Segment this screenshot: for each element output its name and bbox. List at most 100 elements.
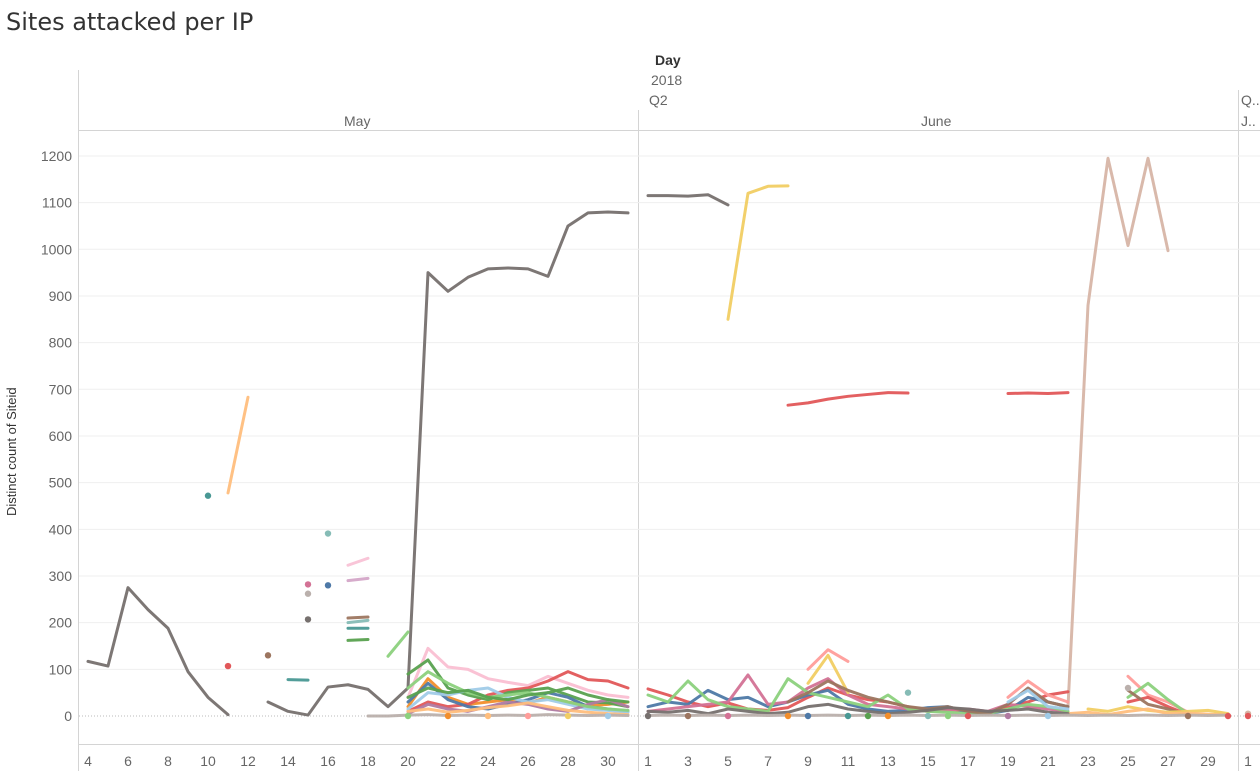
series-line bbox=[226, 395, 250, 495]
series-line bbox=[1006, 391, 1070, 396]
data-point bbox=[1004, 712, 1012, 720]
x-tick-label: 1 bbox=[1244, 753, 1252, 769]
x-tick-label: 30 bbox=[600, 753, 616, 769]
header-q3-label: Q.. bbox=[1241, 92, 1260, 108]
series-line bbox=[346, 556, 370, 567]
x-tick-label: 7 bbox=[764, 753, 772, 769]
series-line bbox=[786, 391, 910, 407]
data-point bbox=[564, 712, 572, 720]
series-line bbox=[346, 576, 370, 583]
x-tick-label: 14 bbox=[280, 753, 296, 769]
series-line bbox=[406, 670, 630, 712]
data-point bbox=[684, 712, 692, 720]
series-line bbox=[366, 713, 630, 718]
data-point bbox=[924, 712, 932, 720]
y-tick-label: 1200 bbox=[41, 148, 72, 164]
x-tick-label: 16 bbox=[320, 753, 336, 769]
series-line bbox=[406, 686, 630, 704]
series-line bbox=[406, 646, 630, 699]
header-dimension-label: Day bbox=[655, 52, 681, 68]
data-point bbox=[804, 712, 812, 720]
series-line bbox=[1126, 681, 1190, 716]
series-line bbox=[726, 184, 790, 321]
data-point bbox=[304, 581, 312, 588]
x-tick-label: 9 bbox=[804, 753, 812, 769]
data-point bbox=[304, 616, 312, 623]
x-tick-labels: 4 6 8 10 12 14 16 18 20 22 24 26 28 30 1 3 5 7 9 11 13 15 17 19… bbox=[84, 753, 1252, 769]
x-tick-label: 27 bbox=[1160, 753, 1176, 769]
data-point bbox=[404, 712, 412, 720]
y-tick-label: 200 bbox=[49, 615, 73, 631]
data-point bbox=[1224, 712, 1232, 720]
data-point bbox=[264, 652, 272, 659]
x-tick-label: 13 bbox=[880, 753, 896, 769]
y-tick-label: 100 bbox=[49, 661, 73, 677]
y-tick-label: 300 bbox=[49, 568, 73, 584]
x-tick-label: 1 bbox=[644, 753, 652, 769]
x-tick-label: 21 bbox=[1040, 753, 1056, 769]
data-point bbox=[1124, 684, 1132, 692]
x-tick-label: 26 bbox=[520, 753, 536, 769]
data-point bbox=[444, 712, 452, 720]
series-line bbox=[1006, 688, 1070, 711]
data-point bbox=[964, 712, 972, 720]
series-line bbox=[346, 637, 370, 642]
series-line bbox=[406, 686, 630, 714]
series-lines bbox=[86, 156, 1230, 718]
header-grid bbox=[78, 70, 1260, 771]
x-tick-label: 15 bbox=[920, 753, 936, 769]
data-point bbox=[724, 712, 732, 720]
data-point bbox=[304, 590, 312, 597]
y-tick-label: 800 bbox=[49, 335, 73, 351]
chart-title: Sites attacked per IP bbox=[6, 8, 254, 36]
series-line bbox=[1066, 156, 1170, 709]
x-tick-label: 22 bbox=[440, 753, 456, 769]
data-point bbox=[224, 662, 232, 670]
y-tick-label: 500 bbox=[49, 475, 73, 491]
series-points bbox=[204, 492, 1252, 720]
header-year-label: 2018 bbox=[651, 72, 683, 88]
data-point bbox=[944, 712, 952, 720]
data-point bbox=[884, 712, 892, 720]
series-line bbox=[346, 615, 370, 620]
x-tick-label: 5 bbox=[724, 753, 732, 769]
x-tick-label: 12 bbox=[240, 753, 256, 769]
x-tick-label: 17 bbox=[960, 753, 976, 769]
data-point bbox=[844, 712, 852, 720]
x-tick-label: 24 bbox=[480, 753, 496, 769]
data-point bbox=[324, 582, 332, 589]
series-line bbox=[386, 630, 410, 658]
data-point bbox=[1184, 712, 1192, 720]
y-tick-label: 0 bbox=[64, 708, 72, 724]
y-tick-label: 1000 bbox=[41, 241, 72, 257]
series-line bbox=[346, 618, 370, 625]
header-month-june: June bbox=[921, 113, 952, 129]
series-line bbox=[266, 210, 630, 717]
x-tick-label: 10 bbox=[200, 753, 216, 769]
y-gridlines bbox=[79, 155, 1260, 717]
series-line bbox=[86, 586, 230, 717]
series-line bbox=[646, 702, 1070, 716]
x-tick-label: 28 bbox=[560, 753, 576, 769]
x-tick-label: 29 bbox=[1200, 753, 1216, 769]
y-tick-label: 600 bbox=[49, 428, 73, 444]
data-point bbox=[904, 689, 912, 696]
x-tick-label: 20 bbox=[400, 753, 416, 769]
series-line bbox=[406, 701, 630, 717]
data-point bbox=[484, 712, 492, 720]
header-month-july: J.. bbox=[1241, 113, 1256, 129]
y-tick-label: 1100 bbox=[42, 195, 72, 211]
series-line bbox=[1006, 679, 1070, 704]
y-tick-labels: 0 100 200 300 400 500 600 700 800 900 1000 1100 1200 bbox=[41, 148, 72, 724]
y-tick-label: 700 bbox=[49, 381, 73, 397]
data-point bbox=[1044, 712, 1052, 720]
x-tick-label: 8 bbox=[164, 753, 172, 769]
data-point bbox=[644, 712, 652, 720]
data-point bbox=[204, 492, 212, 499]
x-tick-label: 4 bbox=[84, 753, 92, 769]
series-line bbox=[406, 670, 630, 713]
header-month-may: May bbox=[344, 113, 371, 129]
y-tick-label: 400 bbox=[49, 521, 73, 537]
series-line bbox=[646, 193, 730, 207]
